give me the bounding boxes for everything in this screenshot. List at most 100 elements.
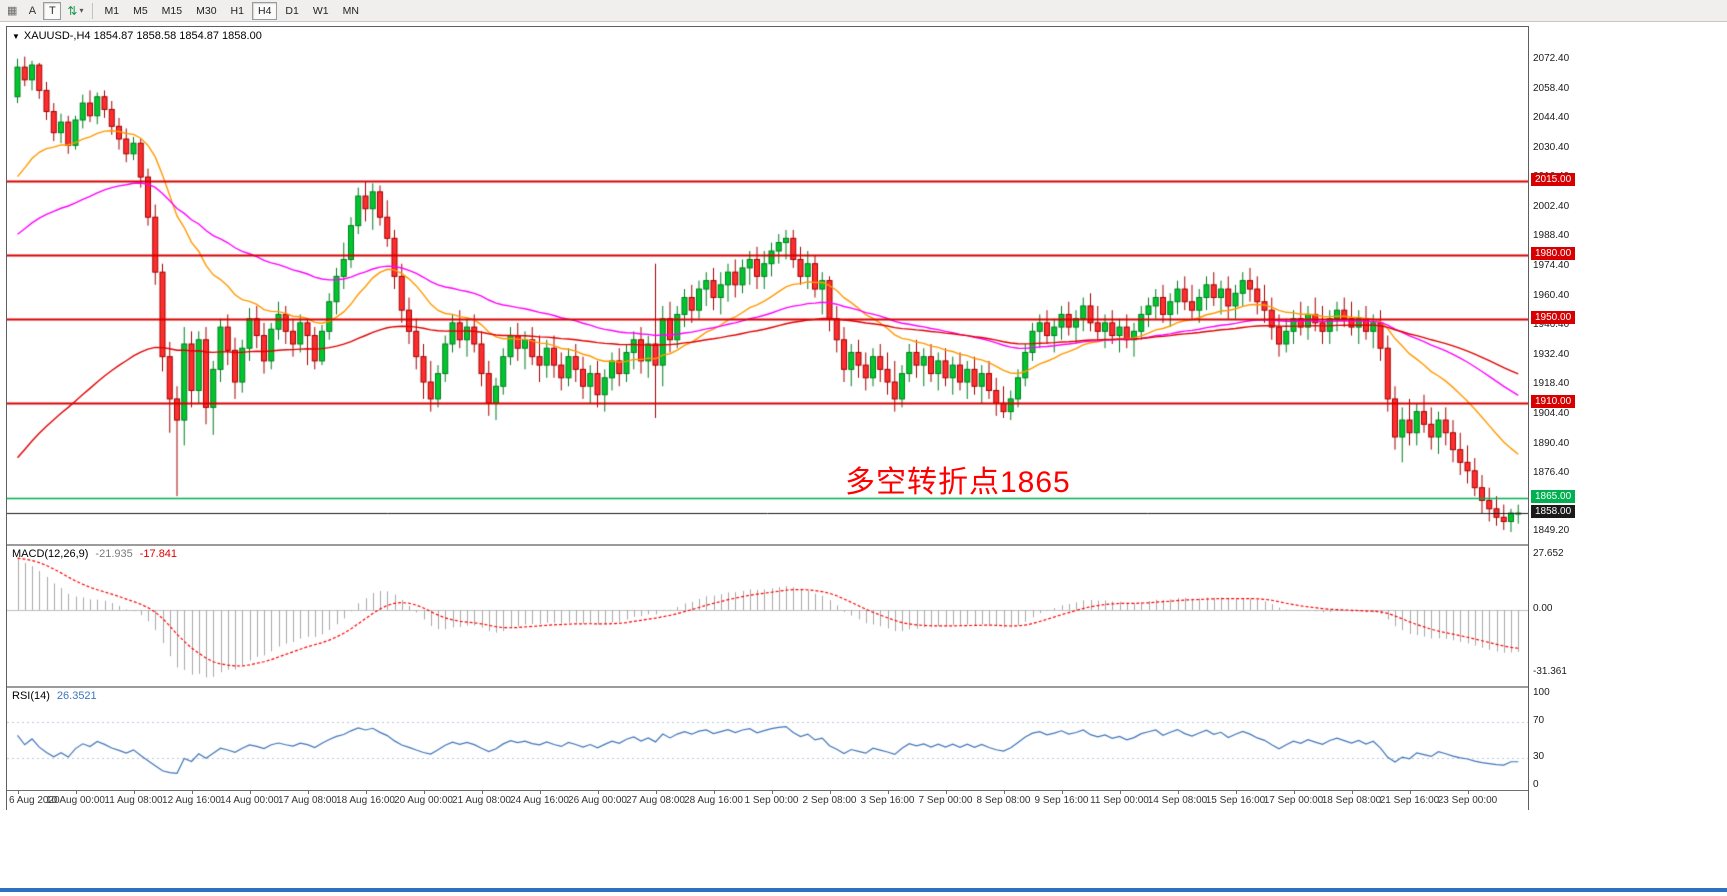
time-axis-tick xyxy=(1061,791,1063,794)
macd-signal-value: -17.841 xyxy=(139,548,178,560)
macd-indicator-canvas[interactable] xyxy=(7,546,1528,686)
time-axis-tick xyxy=(1293,791,1295,794)
macd-axis-label: 0.00 xyxy=(1533,603,1553,614)
macd-axis-label: 27.652 xyxy=(1533,547,1564,559)
time-axis-label: 21 Aug 08:00 xyxy=(452,795,511,806)
time-axis-label: 11 Aug 08:00 xyxy=(104,795,163,806)
time-axis-label: 15 Sep 16:00 xyxy=(1205,795,1266,806)
time-axis-tick xyxy=(1003,791,1005,794)
time-axis[interactable]: 6 Aug 2020 10 Aug 00:00 11 Aug 08:00 12 Aug… xyxy=(7,790,1528,810)
time-axis-label: 20 Aug 00:00 xyxy=(394,795,453,806)
price-chart-canvas[interactable] xyxy=(7,27,1528,544)
time-axis-label: 14 Aug 00:00 xyxy=(220,795,279,806)
symbol-ohlc-line: ▼ XAUUSD-,H4 1854.87 1858.58 1854.87 1858… xyxy=(12,30,262,42)
price-axis-label: 2072.40 xyxy=(1533,52,1570,64)
price-axis-label: 1932.40 xyxy=(1533,348,1570,360)
pane-separator-macd[interactable] xyxy=(7,544,1528,546)
macd-label-line: MACD(12,26,9) -21.935 -17.841 xyxy=(12,548,177,560)
timeframe-w1[interactable]: W1 xyxy=(312,4,329,17)
price-axis-label: 1960.40 xyxy=(1533,289,1570,301)
top-toolbar: ▦ A T ⇅ ▾ M1 M5 M15 M30 H1 H4 D1 W1 MN xyxy=(0,0,1727,22)
time-axis-tick xyxy=(539,791,541,794)
window-bottom-edge xyxy=(0,888,1727,892)
time-axis-label: 23 Sep 00:00 xyxy=(1437,795,1498,806)
rsi-name: RSI(14) xyxy=(12,690,50,702)
time-axis-tick xyxy=(887,791,889,794)
time-axis-label: 3 Sep 16:00 xyxy=(860,795,915,806)
arrows-icon: ⇅ xyxy=(67,3,78,18)
text-tool-button[interactable]: T xyxy=(43,1,62,20)
price-badge-1980-00: 1980.00 xyxy=(1531,247,1576,261)
price-badge-1950-00: 1950.00 xyxy=(1531,310,1576,324)
price-axis-label: 1904.40 xyxy=(1533,408,1570,419)
rsi-indicator-canvas[interactable] xyxy=(7,688,1528,790)
time-axis-tick xyxy=(307,791,309,794)
timeframe-m15[interactable]: M15 xyxy=(161,4,183,17)
price-axis-label: 1946.40 xyxy=(1533,319,1570,331)
annotation-text[interactable]: 多空转折点1865 xyxy=(845,466,1071,499)
time-axis-tick xyxy=(771,791,773,794)
timeframe-h1[interactable]: H1 xyxy=(230,4,244,17)
price-badge-1865-00: 1865.00 xyxy=(1531,490,1576,504)
price-axis[interactable]: 2072.402058.402044.402030.402016.402002.… xyxy=(1530,26,1725,810)
time-axis-tick xyxy=(597,791,599,794)
rsi-axis-label: 30 xyxy=(1533,751,1545,763)
price-axis-label: 1974.40 xyxy=(1533,260,1570,272)
timeframe-m30[interactable]: M30 xyxy=(196,4,217,17)
time-axis-label: 10 Aug 00:00 xyxy=(46,795,105,806)
timeframe-h4[interactable]: H4 xyxy=(251,1,278,20)
time-axis-label: 18 Aug 16:00 xyxy=(336,795,395,806)
time-axis-label: 14 Sep 08:00 xyxy=(1147,795,1208,806)
time-axis-label: 12 Aug 16:00 xyxy=(162,795,221,806)
price-axis-label: 2058.40 xyxy=(1533,82,1570,94)
time-axis-tick xyxy=(713,791,715,794)
price-axis-label: 1876.40 xyxy=(1533,467,1570,479)
cursor-tool-button[interactable]: A xyxy=(23,2,41,20)
tick-chart-button[interactable]: ▦ xyxy=(3,2,21,20)
time-axis-label: 21 Sep 16:00 xyxy=(1379,795,1440,806)
time-axis-tick xyxy=(75,791,77,794)
time-axis-tick xyxy=(1409,791,1411,794)
timeframe-m5[interactable]: M5 xyxy=(133,4,148,17)
time-axis-tick xyxy=(655,791,657,794)
time-axis-tick xyxy=(17,791,19,794)
timeframe-mn[interactable]: MN xyxy=(342,4,359,17)
text-tool-label: T xyxy=(49,4,56,17)
pane-separator-rsi[interactable] xyxy=(7,686,1528,688)
price-axis-label: 1988.40 xyxy=(1533,230,1570,242)
time-axis-label: 28 Aug 16:00 xyxy=(684,795,743,806)
timeframe-buttons: M1 M5 M15 M30 H1 H4 D1 W1 MN xyxy=(97,1,365,20)
rsi-label-line: RSI(14) 26.3521 xyxy=(12,690,97,702)
macd-axis-label: -31.361 xyxy=(1533,665,1567,677)
time-axis-label: 2 Sep 08:00 xyxy=(802,795,857,806)
time-axis-label: 7 Sep 00:00 xyxy=(918,795,973,806)
price-axis-label: 2030.40 xyxy=(1533,141,1570,153)
price-badge-1910-00: 1910.00 xyxy=(1531,395,1576,409)
price-axis-label: 2002.40 xyxy=(1533,200,1570,212)
macd-name: MACD(12,26,9) xyxy=(12,548,89,560)
rsi-axis-label: 100 xyxy=(1533,687,1550,698)
time-axis-label: 6 Aug 2020 xyxy=(9,795,60,806)
chart-symbol-dropdown-icon[interactable]: ▼ xyxy=(12,32,20,41)
time-axis-label: 9 Sep 16:00 xyxy=(1034,795,1089,806)
time-axis-tick xyxy=(945,791,947,794)
time-axis-tick xyxy=(365,791,367,794)
time-axis-label: 17 Sep 00:00 xyxy=(1263,795,1324,806)
time-axis-tick xyxy=(1351,791,1353,794)
timeframe-m1[interactable]: M1 xyxy=(104,4,120,17)
time-axis-label: 26 Aug 00:00 xyxy=(568,795,627,806)
macd-main-value: -21.935 xyxy=(95,548,133,560)
toolbar-separator xyxy=(92,2,94,19)
rsi-axis-label: 70 xyxy=(1533,714,1545,726)
price-badge-2015-00: 2015.00 xyxy=(1531,173,1576,187)
time-axis-label: 27 Aug 08:00 xyxy=(626,795,685,806)
price-badge-1858-00: 1858.00 xyxy=(1531,505,1576,519)
chevron-down-icon: ▾ xyxy=(79,6,84,15)
time-axis-tick xyxy=(1467,791,1469,794)
symbol-ohlc-text: XAUUSD-,H4 1854.87 1858.58 1854.87 1858.… xyxy=(23,30,262,42)
time-axis-tick xyxy=(249,791,251,794)
rsi-axis-label: 0 xyxy=(1533,779,1539,790)
timeframe-d1[interactable]: D1 xyxy=(285,4,299,17)
auto-scroll-button[interactable]: ⇅ ▾ xyxy=(63,2,87,20)
price-axis-label: 1849.20 xyxy=(1533,524,1570,536)
